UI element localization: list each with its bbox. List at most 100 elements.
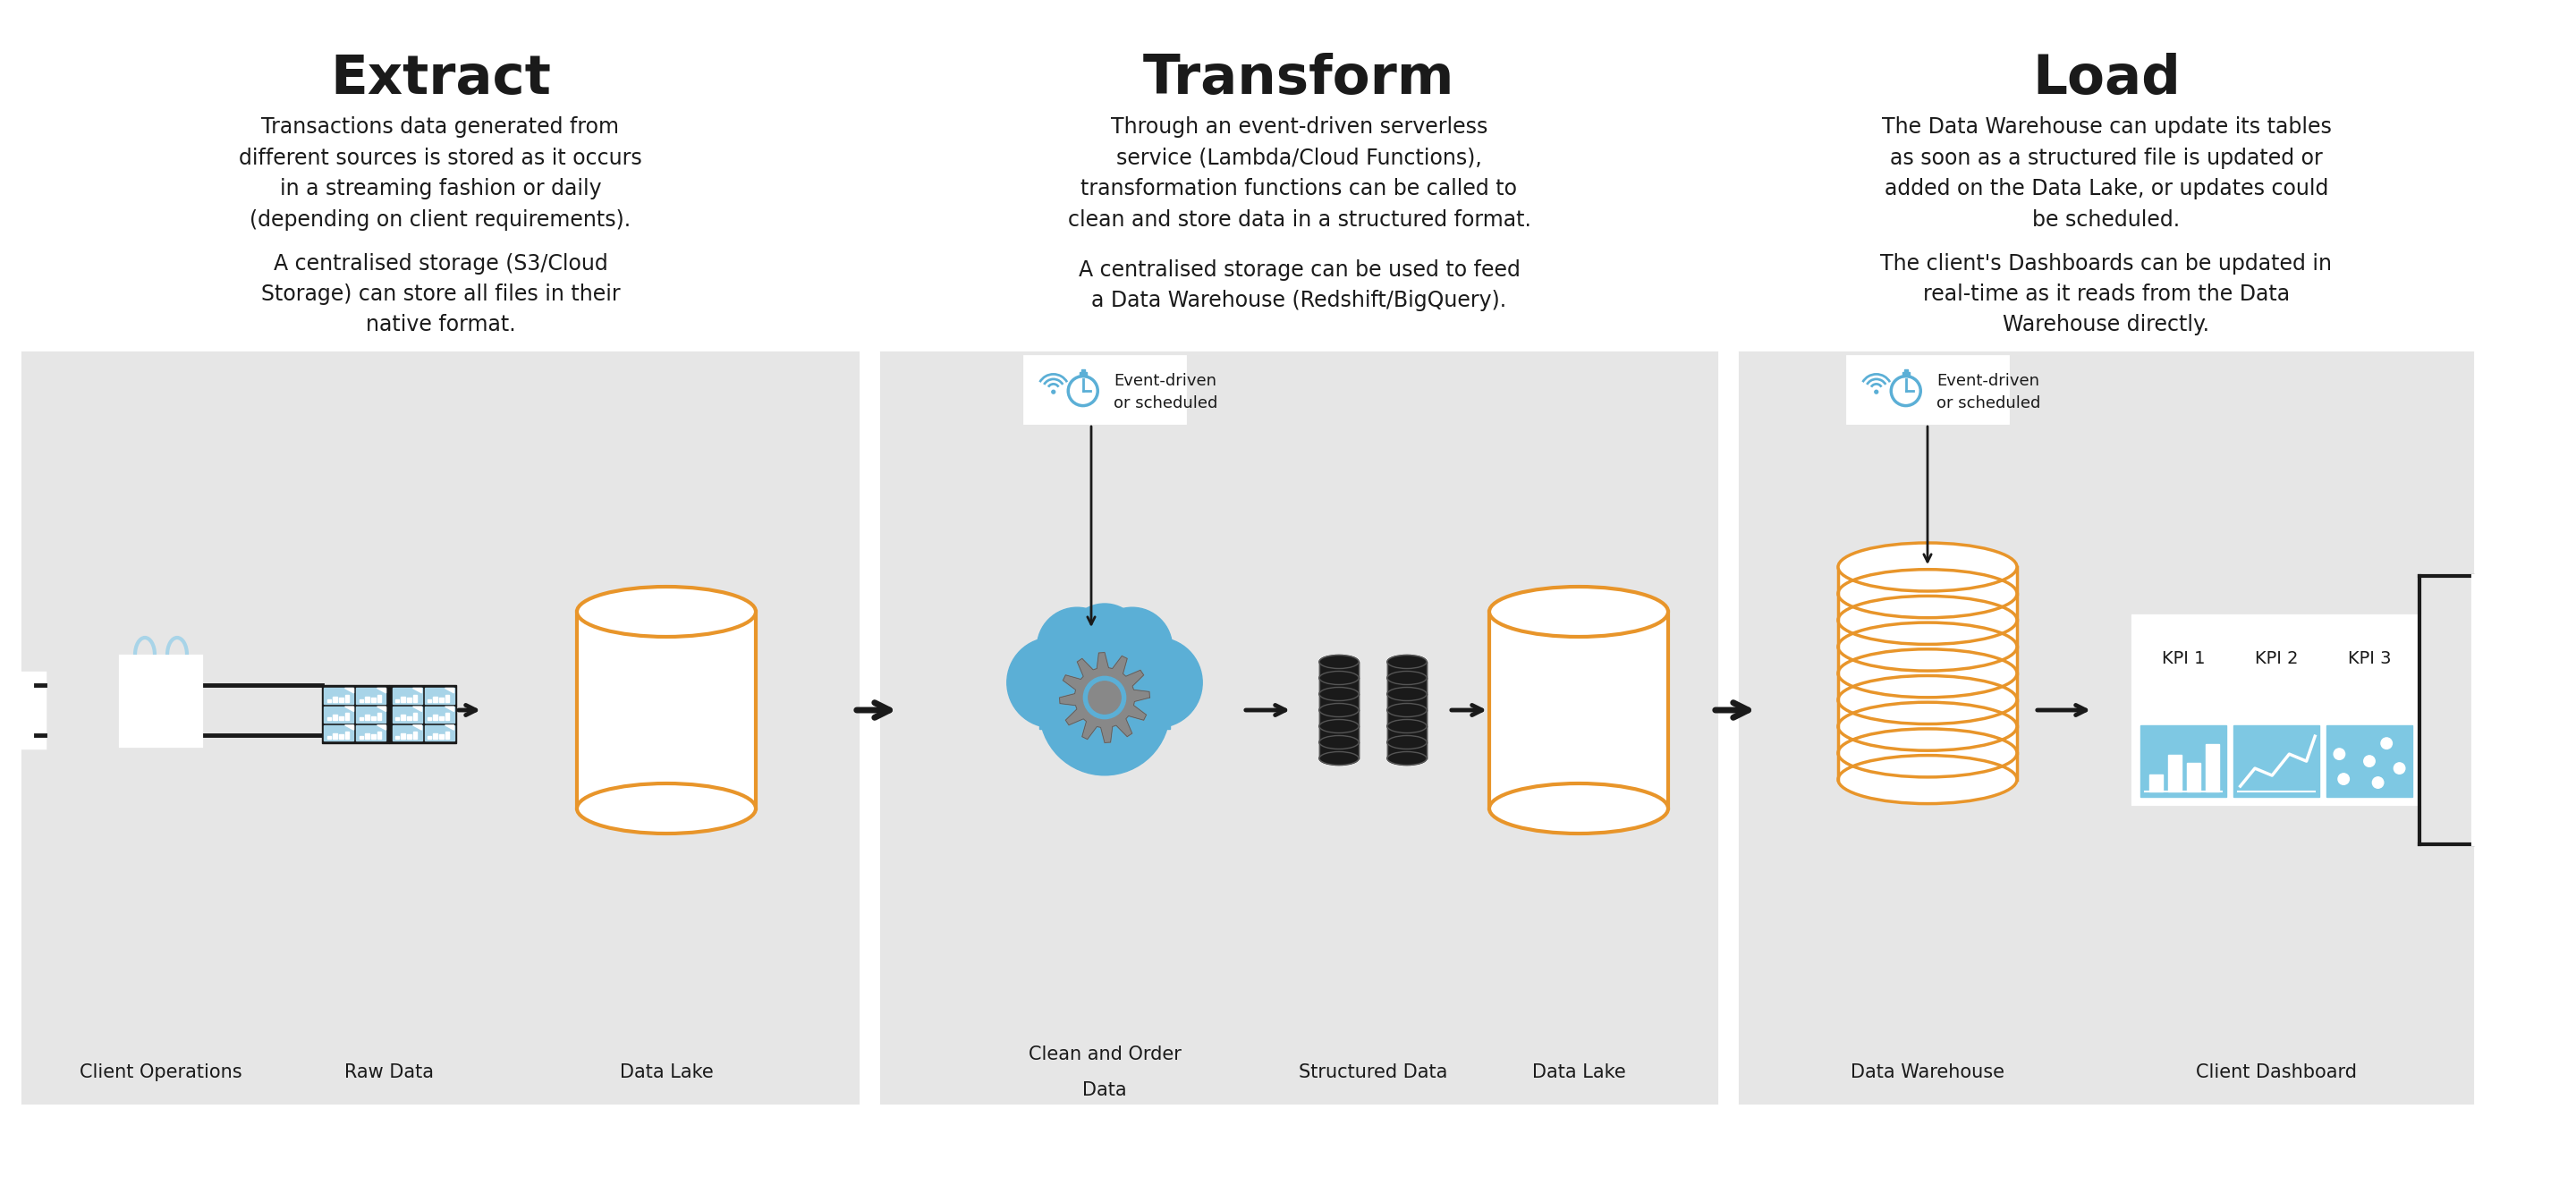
Bar (1079, 373, 1087, 376)
Ellipse shape (1839, 543, 2017, 591)
Circle shape (1066, 603, 1141, 679)
Bar (355, 707, 386, 722)
Bar (881, 352, 1718, 1103)
Bar (371, 697, 376, 702)
Bar (376, 695, 381, 702)
Text: Clean and Order: Clean and Order (1028, 1046, 1180, 1064)
Circle shape (2393, 763, 2406, 774)
Bar (2326, 726, 2411, 797)
Text: Extract: Extract (330, 53, 551, 106)
Bar (366, 733, 368, 738)
Bar (446, 713, 448, 720)
Circle shape (1007, 637, 1097, 727)
Text: The Data Warehouse can update its tables
as soon as a structured file is updated: The Data Warehouse can update its tables… (1880, 117, 2331, 231)
Ellipse shape (1388, 655, 1427, 668)
Bar (1319, 662, 1358, 678)
Circle shape (2339, 773, 2349, 785)
Bar (394, 718, 399, 720)
Circle shape (2380, 738, 2393, 749)
Bar (1082, 369, 1084, 373)
Bar (428, 700, 433, 702)
Circle shape (1891, 376, 1922, 405)
Circle shape (1038, 607, 1118, 688)
Bar (1025, 357, 1185, 423)
Bar (355, 725, 386, 740)
Ellipse shape (1839, 728, 2017, 778)
Bar (394, 700, 399, 702)
Bar (366, 715, 368, 720)
Polygon shape (412, 707, 422, 712)
Bar (407, 697, 412, 702)
Bar (332, 696, 337, 702)
Text: A centralised storage can be used to feed
a Data Warehouse (Redshift/BigQuery).: A centralised storage can be used to fee… (1079, 260, 1520, 311)
Ellipse shape (1839, 702, 2017, 750)
Polygon shape (376, 689, 386, 692)
Circle shape (1041, 645, 1170, 775)
Text: KPI 3: KPI 3 (2347, 650, 2391, 667)
Text: Transactions data generated from
different sources is stored as it occurs
in a s: Transactions data generated from differe… (240, 117, 641, 231)
Ellipse shape (1839, 623, 2017, 671)
Bar (1388, 726, 1427, 743)
Text: Raw Data: Raw Data (345, 1064, 433, 1082)
Bar (1904, 373, 1909, 376)
Bar (392, 689, 422, 704)
Bar (1388, 743, 1427, 758)
Ellipse shape (1319, 720, 1358, 733)
Bar (23, 352, 858, 1103)
Bar (371, 734, 376, 738)
Bar (325, 725, 353, 740)
Bar (438, 716, 443, 720)
Bar (1839, 594, 2017, 620)
Bar (1319, 694, 1358, 710)
Bar (325, 689, 353, 704)
Bar (327, 736, 332, 738)
Circle shape (1875, 391, 1878, 393)
Bar (1847, 357, 2009, 423)
Text: Data Warehouse: Data Warehouse (1850, 1064, 2004, 1082)
Bar (428, 718, 433, 720)
Bar (332, 733, 337, 738)
Text: Event-driven: Event-driven (1113, 373, 1216, 389)
Bar (407, 734, 412, 738)
Text: Event-driven: Event-driven (1937, 373, 2040, 389)
Circle shape (1069, 376, 1097, 405)
Polygon shape (446, 725, 453, 730)
Ellipse shape (1388, 688, 1427, 701)
Bar (1904, 369, 1909, 373)
Bar (1388, 678, 1427, 694)
Bar (433, 696, 438, 702)
Ellipse shape (1839, 596, 2017, 644)
Bar (1839, 726, 2017, 752)
Bar (402, 733, 404, 738)
Circle shape (2372, 776, 2383, 789)
Bar (340, 716, 343, 720)
Bar (446, 732, 448, 738)
Bar (412, 713, 417, 720)
Text: Client Operations: Client Operations (80, 1064, 242, 1082)
Bar (2233, 726, 2318, 797)
Bar (121, 656, 201, 746)
Bar (2233, 624, 2318, 695)
Bar (2205, 744, 2221, 791)
Polygon shape (412, 689, 422, 692)
Bar (1839, 647, 2017, 673)
Polygon shape (345, 707, 353, 712)
Text: Through an event-driven serverless
service (Lambda/Cloud Functions),
transformat: Through an event-driven serverless servi… (1066, 117, 1530, 231)
Bar (394, 736, 399, 738)
Bar (389, 685, 456, 744)
Bar (392, 707, 422, 722)
Bar (425, 689, 453, 704)
Bar (402, 715, 404, 720)
Ellipse shape (1388, 671, 1427, 685)
Bar (1489, 612, 1669, 809)
Bar (425, 725, 453, 740)
Ellipse shape (1319, 655, 1358, 668)
Circle shape (1051, 391, 1056, 393)
Bar (433, 715, 438, 720)
Text: KPI 1: KPI 1 (2161, 650, 2205, 667)
Ellipse shape (1489, 784, 1669, 833)
Ellipse shape (1319, 736, 1358, 749)
Polygon shape (345, 725, 353, 730)
Text: A centralised storage (S3/Cloud
Storage) can store all files in their
native for: A centralised storage (S3/Cloud Storage)… (260, 252, 621, 335)
Bar (412, 695, 417, 702)
